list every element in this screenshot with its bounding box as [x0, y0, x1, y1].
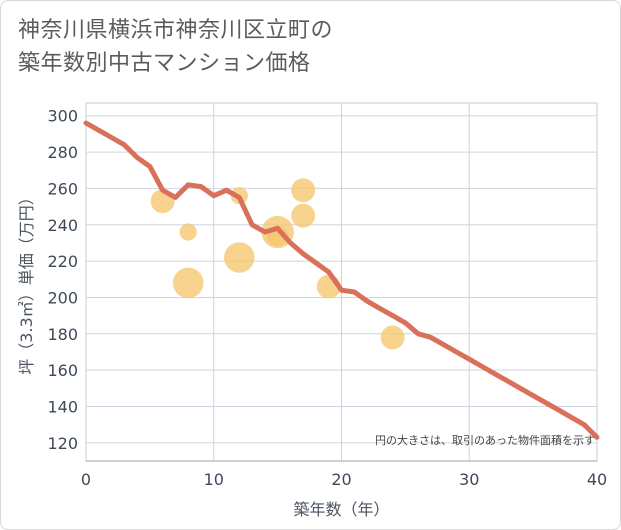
y-tick-label: 120 [47, 434, 78, 453]
grid-lines [86, 103, 597, 462]
x-tick-label: 40 [587, 470, 607, 489]
y-tick-label: 180 [47, 325, 78, 344]
y-tick-label: 220 [47, 252, 78, 271]
y-tick-label: 280 [47, 143, 78, 162]
y-tick-label: 200 [47, 288, 78, 307]
bubble-point [291, 178, 316, 203]
bubble-point [172, 267, 204, 299]
y-axis-ticks: 120 140 160 180 200 220 240 260 280 300 [47, 107, 78, 453]
y-tick-label: 160 [47, 361, 78, 380]
chart-title: 神奈川県横浜市神奈川区立町の 築年数別中古マンション価格 [18, 14, 438, 80]
bubble-point [380, 325, 405, 350]
x-tick-label: 20 [331, 470, 351, 489]
bubble-series [150, 178, 405, 350]
x-tick-label: 30 [459, 470, 479, 489]
chart-title-line-2: 築年数別中古マンション価格 [18, 51, 311, 76]
bubble-point [179, 223, 197, 241]
size-note: 円の大きさは、取引のあった物件面積を示す [375, 433, 595, 447]
y-tick-label: 240 [47, 216, 78, 235]
y-tick-label: 140 [47, 397, 78, 416]
y-tick-label: 260 [47, 179, 78, 198]
y-tick-label: 300 [47, 107, 78, 126]
x-tick-label: 0 [81, 470, 91, 489]
x-axis-label: 築年数（年） [293, 500, 389, 519]
chart-title-line-1: 神奈川県横浜市神奈川区立町の [18, 18, 334, 43]
x-axis-ticks: 0 10 20 30 40 [81, 470, 607, 489]
average-line-series [83, 120, 600, 440]
bubble-point [291, 203, 316, 228]
x-tick-label: 10 [204, 470, 224, 489]
y-axis-label: 坪（3.3㎡）単価（万円） [17, 189, 36, 374]
bubble-point [224, 242, 255, 273]
average-price-line [83, 120, 600, 440]
